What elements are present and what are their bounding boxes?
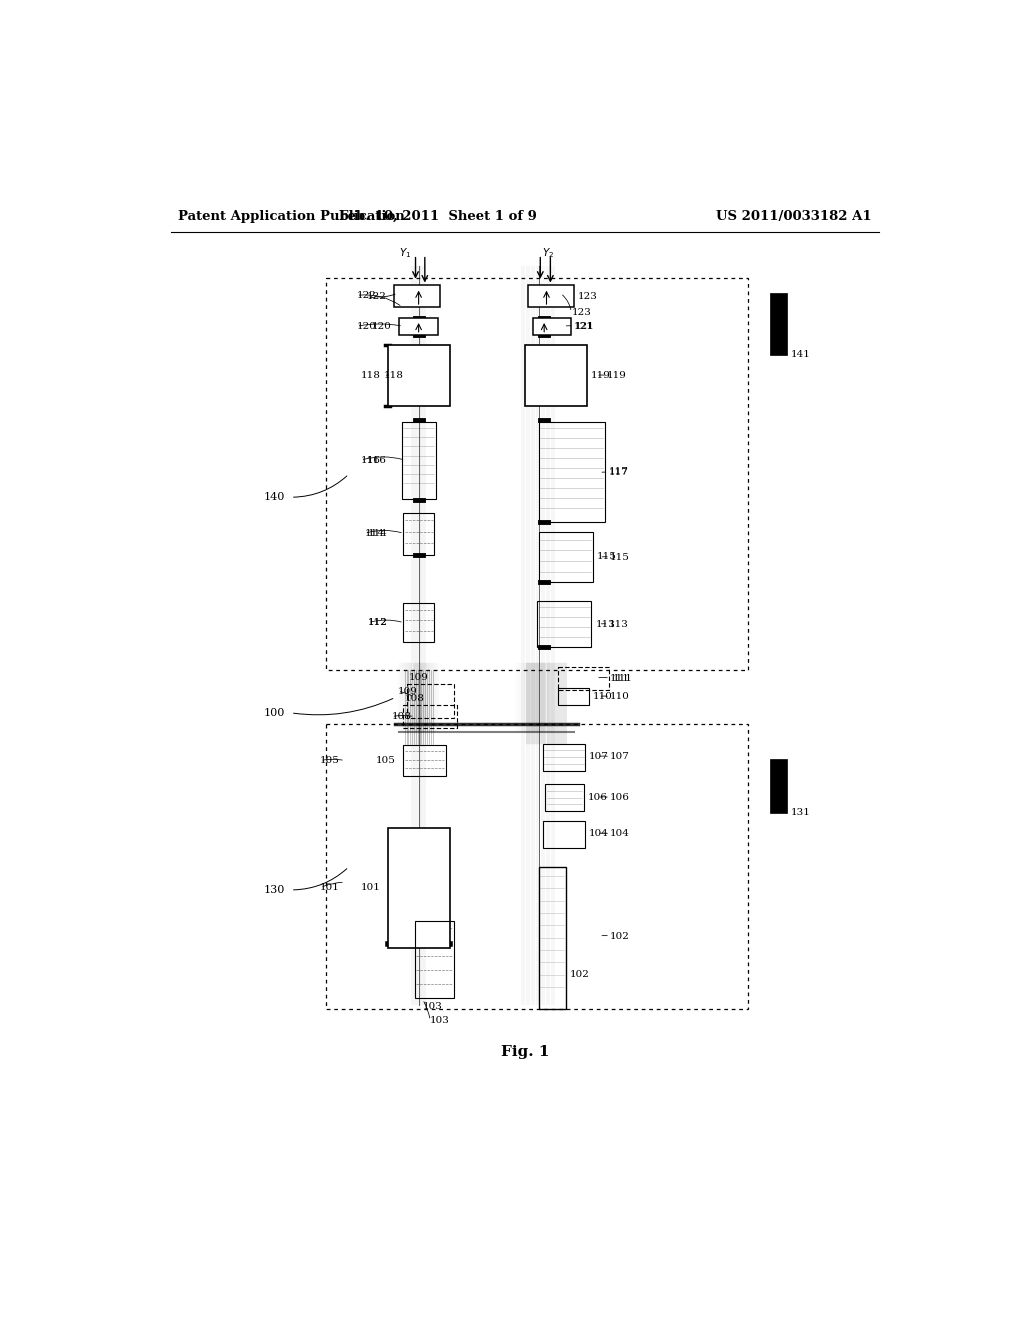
Bar: [403, 744, 445, 776]
Text: 122: 122: [356, 290, 377, 300]
Text: $Y_2$: $Y_2$: [542, 247, 554, 260]
Text: Fig. 1: Fig. 1: [501, 1044, 549, 1059]
Bar: [399, 318, 438, 335]
Text: 105: 105: [321, 756, 340, 766]
Bar: [539, 867, 566, 1010]
Text: Patent Application Publication: Patent Application Publication: [178, 210, 406, 223]
Text: 122: 122: [367, 292, 387, 301]
Bar: [401, 422, 435, 499]
Bar: [543, 743, 586, 771]
Text: 110: 110: [610, 692, 630, 701]
Text: 116: 116: [367, 455, 387, 465]
Text: 123: 123: [571, 308, 591, 317]
Text: Feb. 10, 2011  Sheet 1 of 9: Feb. 10, 2011 Sheet 1 of 9: [339, 210, 537, 223]
Bar: [326, 725, 748, 1010]
Bar: [524, 345, 587, 407]
Text: 102: 102: [569, 970, 590, 979]
Bar: [539, 532, 593, 582]
Text: 110: 110: [593, 692, 613, 701]
Bar: [403, 705, 458, 729]
Bar: [528, 285, 574, 308]
Text: 107: 107: [610, 752, 630, 762]
Bar: [394, 285, 440, 308]
Bar: [326, 277, 748, 671]
Bar: [558, 667, 608, 689]
Text: 112: 112: [369, 618, 388, 627]
Text: 107: 107: [589, 752, 609, 762]
Bar: [388, 345, 450, 407]
Text: 131: 131: [791, 808, 811, 817]
Text: 121: 121: [573, 322, 594, 331]
Bar: [532, 318, 571, 335]
Text: 140: 140: [263, 492, 285, 502]
Bar: [558, 688, 589, 705]
Text: 120: 120: [372, 322, 392, 331]
Text: 104: 104: [589, 829, 609, 838]
Text: 119: 119: [607, 371, 627, 380]
Text: 109: 109: [409, 673, 428, 682]
Bar: [407, 684, 454, 718]
Bar: [538, 601, 592, 647]
Text: 100: 100: [263, 708, 285, 718]
Text: 101: 101: [360, 883, 380, 892]
Text: 114: 114: [369, 529, 388, 537]
Text: 120: 120: [356, 322, 377, 331]
Text: 115: 115: [597, 552, 616, 561]
Text: 117: 117: [608, 469, 629, 477]
Bar: [403, 603, 434, 642]
Text: 121: 121: [575, 322, 595, 331]
Text: 106: 106: [588, 793, 607, 803]
Bar: [543, 821, 586, 847]
Text: 113: 113: [608, 620, 629, 628]
Text: US 2011/0033182 A1: US 2011/0033182 A1: [717, 210, 872, 223]
Text: 103: 103: [430, 1016, 451, 1026]
Text: 119: 119: [591, 371, 610, 380]
Text: 104: 104: [610, 829, 630, 838]
Text: 115: 115: [610, 553, 630, 562]
Text: 113: 113: [595, 620, 615, 628]
Text: 111: 111: [610, 673, 630, 682]
Bar: [539, 422, 604, 521]
Text: 117: 117: [608, 467, 629, 477]
Text: $Y_1$: $Y_1$: [398, 247, 411, 260]
Text: 114: 114: [365, 529, 384, 537]
Text: 106: 106: [610, 793, 630, 803]
Text: 109: 109: [397, 686, 418, 696]
Text: 101: 101: [321, 883, 340, 892]
Bar: [545, 784, 584, 812]
Bar: [415, 921, 454, 998]
Text: 108: 108: [404, 694, 425, 704]
Text: 103: 103: [423, 1002, 442, 1011]
Text: 102: 102: [610, 932, 630, 941]
Text: 130: 130: [263, 884, 285, 895]
Bar: [770, 293, 786, 355]
Text: 118: 118: [360, 371, 380, 380]
Text: 105: 105: [376, 756, 396, 766]
Text: 141: 141: [791, 350, 811, 359]
Text: 123: 123: [579, 292, 598, 301]
Text: 112: 112: [369, 618, 388, 627]
Bar: [403, 512, 434, 554]
Text: 108: 108: [391, 713, 412, 721]
Text: 118: 118: [384, 371, 403, 380]
Bar: [770, 759, 786, 813]
Bar: [388, 829, 450, 948]
Text: 116: 116: [360, 455, 380, 465]
Text: 111: 111: [612, 673, 632, 682]
